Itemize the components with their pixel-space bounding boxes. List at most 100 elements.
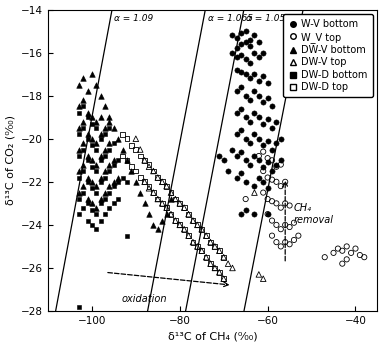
Point: [93, 125, 99, 131]
Text: α = 1.09: α = 1.09: [114, 14, 154, 23]
Point: [89, 186, 95, 191]
Point: [286, 242, 293, 247]
Point: [76, 125, 82, 131]
Point: [106, 115, 113, 120]
Point: [102, 168, 108, 174]
Point: [155, 196, 161, 202]
Point: [278, 158, 284, 163]
Point: [278, 205, 284, 210]
Point: [238, 170, 244, 176]
Point: [234, 67, 240, 73]
Point: [89, 121, 95, 126]
Point: [128, 168, 134, 174]
Point: [256, 175, 262, 180]
Point: [247, 37, 253, 42]
Point: [89, 71, 95, 77]
Point: [238, 211, 244, 217]
Point: [155, 175, 161, 180]
Point: [76, 110, 82, 116]
Point: [282, 239, 288, 245]
Point: [84, 153, 90, 159]
Point: [282, 179, 288, 185]
Point: [89, 164, 95, 170]
Point: [142, 158, 148, 163]
Point: [251, 33, 257, 38]
Point: [282, 201, 288, 206]
Point: [203, 254, 209, 260]
Point: [164, 183, 170, 189]
Point: [142, 179, 148, 185]
Point: [242, 136, 249, 142]
Point: [142, 158, 148, 163]
Point: [229, 50, 236, 56]
Point: [93, 162, 99, 167]
Point: [172, 196, 178, 202]
Point: [98, 136, 104, 142]
Point: [168, 190, 174, 195]
Point: [146, 162, 152, 167]
Point: [102, 211, 108, 217]
Point: [234, 175, 240, 180]
Point: [84, 136, 90, 142]
Point: [282, 222, 288, 228]
Point: [194, 222, 200, 228]
Point: [278, 244, 284, 249]
Point: [106, 119, 113, 124]
Point: [295, 233, 301, 238]
Point: [251, 110, 257, 116]
Point: [128, 164, 134, 170]
Point: [111, 201, 117, 206]
Point: [168, 211, 174, 217]
Point: [238, 106, 244, 111]
Point: [265, 211, 271, 217]
Point: [93, 168, 99, 174]
Point: [102, 125, 108, 131]
Point: [172, 196, 178, 202]
Point: [199, 248, 205, 254]
Point: [98, 201, 104, 206]
Point: [80, 140, 86, 146]
Point: [278, 183, 284, 189]
Point: [146, 183, 152, 189]
Point: [80, 104, 86, 109]
Point: [234, 132, 240, 137]
Point: [242, 56, 249, 62]
Point: [89, 179, 95, 185]
Point: [102, 147, 108, 152]
Point: [119, 175, 126, 180]
Point: [247, 61, 253, 66]
Point: [133, 136, 139, 142]
Point: [221, 276, 227, 281]
Point: [106, 190, 113, 195]
Point: [151, 190, 157, 195]
Point: [203, 233, 209, 238]
Point: [80, 119, 86, 124]
Point: [199, 227, 205, 232]
Point: [172, 218, 178, 223]
Point: [137, 175, 143, 180]
Point: [251, 71, 257, 77]
Point: [111, 179, 117, 185]
Point: [155, 196, 161, 202]
Point: [260, 276, 266, 281]
Point: [128, 142, 134, 148]
Point: [89, 207, 95, 213]
Point: [260, 99, 266, 105]
Point: [181, 205, 187, 210]
Point: [234, 54, 240, 60]
Point: [177, 201, 183, 206]
Point: [159, 201, 165, 206]
Point: [159, 218, 165, 223]
Point: [273, 119, 280, 124]
Point: [142, 201, 148, 206]
Point: [260, 50, 266, 56]
Point: [98, 158, 104, 163]
Point: [203, 254, 209, 260]
Point: [269, 218, 275, 223]
Point: [212, 244, 218, 249]
Point: [238, 41, 244, 47]
Point: [260, 142, 266, 148]
Point: [164, 211, 170, 217]
Point: [137, 153, 143, 159]
Point: [238, 149, 244, 154]
